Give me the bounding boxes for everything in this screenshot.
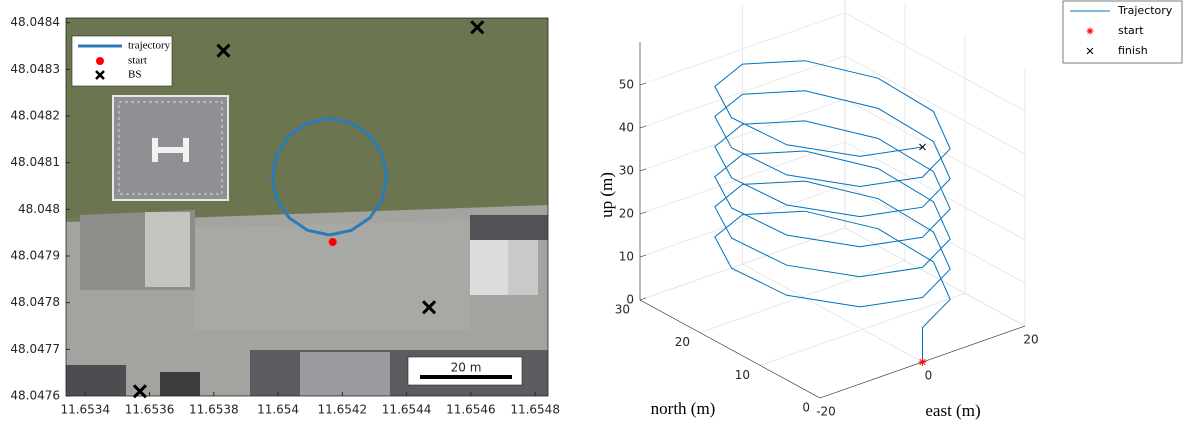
y-tick-label: 48.0482 xyxy=(10,109,60,123)
y-tick-label: 10 xyxy=(735,368,750,382)
trajectory-line xyxy=(715,61,950,362)
legend-label: finish xyxy=(1118,44,1148,57)
scale-label: 20 m xyxy=(451,361,482,375)
y-axis-label: north (m) xyxy=(651,399,716,418)
x-tick-label: 0 xyxy=(925,369,933,383)
x-tick-label: 11.6544 xyxy=(382,403,432,417)
z-tick xyxy=(640,212,646,214)
y-tick-label: 48.0483 xyxy=(10,62,60,76)
z-tick xyxy=(640,169,646,171)
z-tick xyxy=(640,126,646,128)
z-tick-label: 50 xyxy=(619,78,634,92)
x-tick-label: 11.6534 xyxy=(60,403,110,417)
z-tick-label: 40 xyxy=(619,121,634,135)
x-tick-label: 11.6546 xyxy=(446,403,496,417)
y-tick-label: 48.0478 xyxy=(10,295,60,309)
x-axis-label: east (m) xyxy=(925,401,980,420)
x-tick-label: 11.6548 xyxy=(510,403,560,417)
grid-line xyxy=(845,185,1025,283)
start-marker xyxy=(329,238,337,246)
z-axis-label: up (m) xyxy=(597,172,616,218)
y-tick-label: 48.0484 xyxy=(10,15,60,29)
z-tick-label: 20 xyxy=(619,207,634,221)
grid-line xyxy=(700,261,905,333)
z-tick-label: 30 xyxy=(619,164,634,178)
legend-label: Trajectory xyxy=(1117,4,1173,17)
z-tick-label: 10 xyxy=(619,250,634,264)
grid-line xyxy=(743,264,923,362)
legend-label: trajectory xyxy=(128,40,171,52)
grid-line xyxy=(845,99,1025,197)
axis-line xyxy=(640,300,820,398)
legend-start xyxy=(96,57,104,65)
y-tick-label: 48.0481 xyxy=(10,155,60,169)
grid-line xyxy=(845,56,1025,154)
z-tick xyxy=(640,298,646,300)
x-tick-label: 11.6538 xyxy=(189,403,239,417)
x-tick-label: 11.654 xyxy=(257,403,299,417)
start-marker xyxy=(919,358,927,366)
legend-label: start xyxy=(1118,24,1144,37)
x-tick-label: 20 xyxy=(1023,333,1038,347)
x-tick-label: -20 xyxy=(816,405,836,419)
grid-line xyxy=(760,293,965,365)
grid-line xyxy=(845,142,1025,240)
z-tick-label: 0 xyxy=(626,293,634,307)
y-tick-label: 48.0477 xyxy=(10,342,60,356)
y-tick-label: 48.0476 xyxy=(10,389,60,403)
grid-line xyxy=(845,228,1025,326)
x-tick-label: 11.6536 xyxy=(125,403,175,417)
y-tick-label: 20 xyxy=(675,335,690,349)
z-tick xyxy=(640,255,646,257)
y-tick-label: 48.048 xyxy=(18,202,60,216)
legend-start xyxy=(1087,28,1094,35)
grid-line xyxy=(845,13,1025,111)
y-tick-label: 48.0479 xyxy=(10,249,60,263)
z-tick xyxy=(640,83,646,85)
x-tick-label: 11.6542 xyxy=(318,403,368,417)
figure: 20 m 11.6534 11.6536 11.6538 11.654 11.6542 1… xyxy=(0,0,1183,424)
legend-label: BS xyxy=(128,69,141,81)
y-tick-label: 0 xyxy=(802,401,810,415)
legend-label: start xyxy=(128,55,147,67)
